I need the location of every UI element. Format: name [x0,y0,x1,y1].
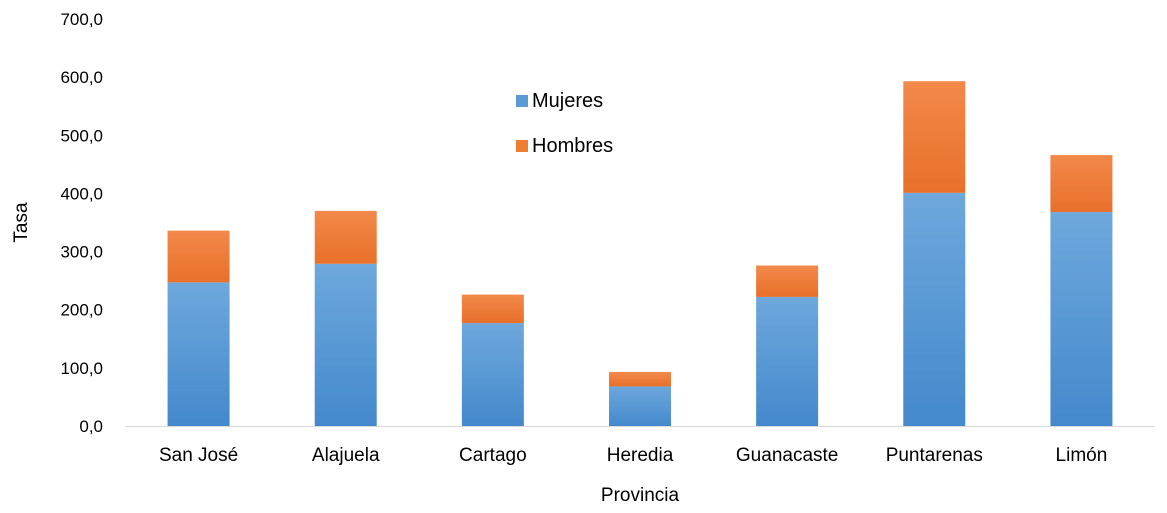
x-tick-label: Cartago [459,445,527,466]
x-tick-label: Alajuela [312,445,380,466]
legend-swatch-hombres [516,140,528,152]
legend: Mujeres Hombres [516,90,613,157]
bar-mujeres-2 [461,323,524,426]
y-axis-title: Tasa [11,202,32,243]
bar-mujeres-1 [314,263,377,426]
bar-mujeres-6 [1050,212,1113,426]
x-tick-label: Guanacaste [736,445,838,466]
y-tick-label: 100,0 [60,359,103,378]
y-tick-label: 0,0 [79,417,103,436]
bar-hombres-2 [461,294,524,324]
bars-group [167,81,1113,426]
x-tick-label: Puntarenas [886,445,983,466]
bar-mujeres-4 [756,296,819,426]
x-axis-labels: San José Alajuela Cartago Heredia Guanacaste… [159,445,1107,466]
y-axis-ticks: 0,0 100,0 200,0 300,0 400,0 500,0 600,0 700,0 [60,10,103,436]
bar-hombres-1 [314,210,377,264]
x-tick-label: Limón [1056,445,1108,466]
y-tick-label: 300,0 [60,243,103,262]
legend-label-hombres: Hombres [532,135,613,157]
y-tick-label: 200,0 [60,301,103,320]
bar-hombres-5 [903,81,966,193]
bar-mujeres-5 [903,192,966,426]
y-tick-label: 700,0 [60,10,103,29]
y-tick-label: 400,0 [60,184,103,203]
bar-hombres-4 [756,265,819,297]
legend-swatch-mujeres [516,95,528,107]
y-tick-label: 500,0 [60,126,103,145]
bar-hombres-0 [167,230,230,283]
legend-label-mujeres: Mujeres [532,90,603,112]
y-tick-label: 600,0 [60,68,103,87]
bar-hombres-6 [1050,155,1113,213]
bar-hombres-3 [609,371,671,387]
x-tick-label: Heredia [607,445,674,466]
bar-mujeres-3 [609,386,671,426]
x-tick-label: San José [159,445,238,466]
bar-mujeres-0 [167,282,230,426]
x-axis-title: Provincia [601,485,680,506]
